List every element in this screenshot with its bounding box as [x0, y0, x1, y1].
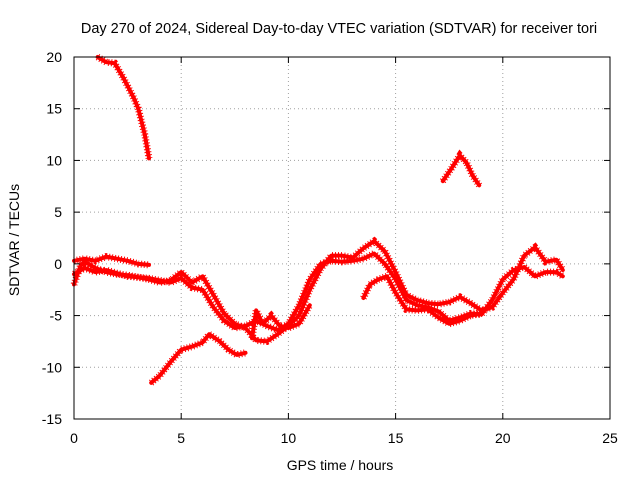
x-tick-label: 15: [388, 430, 404, 446]
series-track-1: [95, 55, 151, 161]
y-tick-label: -15: [42, 411, 62, 427]
x-tick-label: 5: [177, 430, 185, 446]
axis-ticks: [73, 56, 611, 420]
series-track-6: [149, 332, 248, 385]
y-tick-label: -5: [50, 308, 63, 324]
y-tick-label: 5: [54, 204, 62, 220]
x-tick-label: 25: [602, 430, 618, 446]
series-track-5: [72, 239, 565, 344]
chart-title: Day 270 of 2024, Sidereal Day-to-day VTE…: [81, 21, 597, 37]
series-track-5-markers: [70, 236, 566, 346]
y-axis-label: SDTVAR / TECUs: [6, 184, 22, 296]
x-tick-labels: 0 5 10 15 20 25: [70, 430, 618, 446]
y-tick-label: 15: [46, 101, 62, 117]
x-tick-label: 10: [281, 430, 297, 446]
y-tick-label: 10: [46, 152, 62, 168]
y-tick-label: 0: [54, 256, 62, 272]
grid-lines: [74, 57, 610, 419]
x-tick-label: 0: [70, 430, 78, 446]
y-tick-label: -10: [42, 359, 62, 375]
x-axis-label: GPS time / hours: [287, 457, 394, 473]
y-tick-label: 20: [46, 49, 62, 65]
plot-frame: [73, 56, 611, 420]
x-tick-label: 20: [495, 430, 511, 446]
data-series: [70, 54, 566, 386]
series-track-1-markers: [95, 54, 153, 160]
series-track-6-markers: [148, 329, 247, 386]
series-track-7-markers: [248, 298, 313, 339]
series-track-2-markers: [439, 149, 483, 188]
series-track-8-markers: [360, 271, 483, 328]
series-track-3-markers: [73, 252, 150, 269]
y-tick-labels: -15 -10 -5 0 5 10 15 20: [42, 49, 62, 427]
